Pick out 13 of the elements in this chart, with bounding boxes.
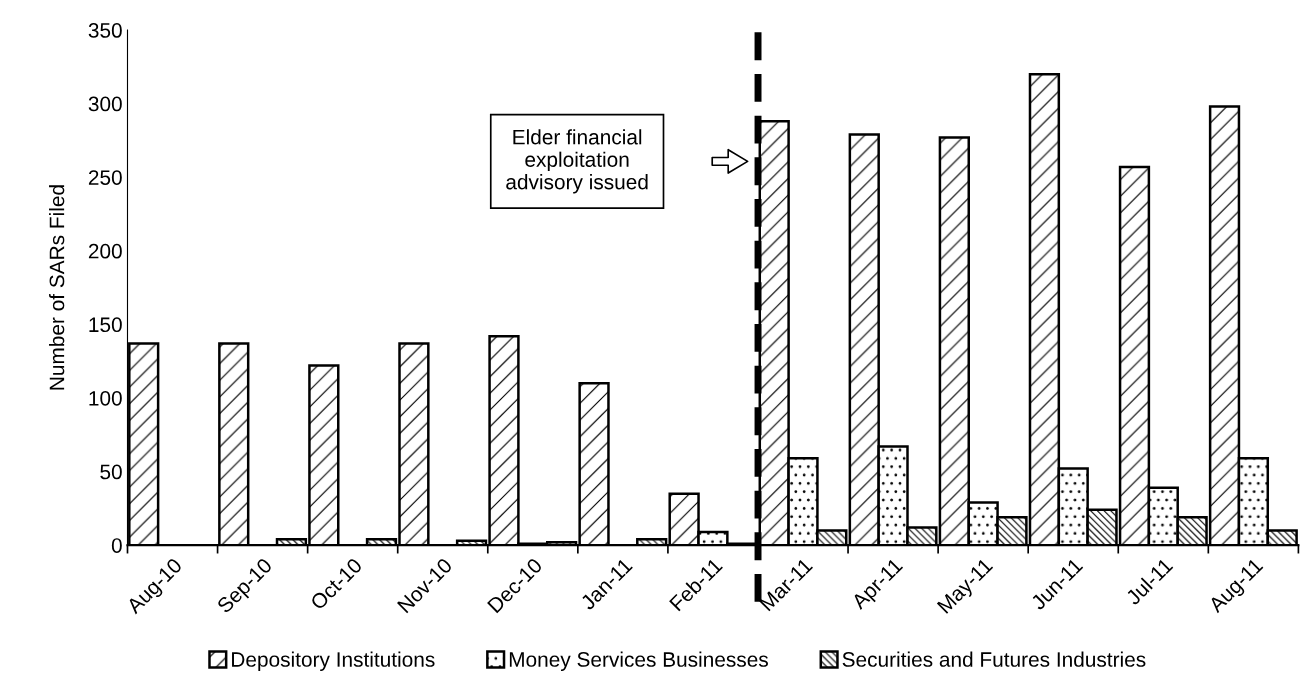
y-tick-label: 350 [88,23,122,38]
y-tick-label: 0 [111,538,122,553]
legend-label: Money Services Businesses [509,651,768,671]
y-tick-label: 200 [88,243,122,259]
y-tick-label: 50 [100,464,122,480]
y-axis-title: Number of SARs Filed [49,185,65,390]
legend-label: Securities and Futures Industries [842,651,1146,667]
y-tick-label: 300 [88,96,122,112]
y-tick-label: 150 [89,317,122,333]
legend-label: Depository Institutions [232,651,435,671]
annotation: Elder financial exploitation advisory issued [506,129,648,194]
y-tick-label: 100 [89,390,122,406]
y-tick-label: 250 [88,170,122,185]
